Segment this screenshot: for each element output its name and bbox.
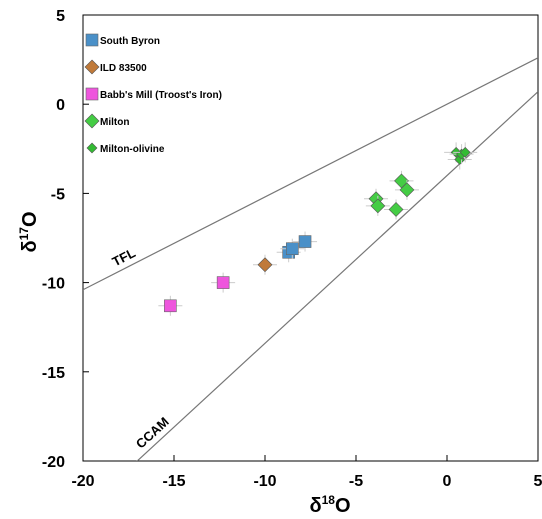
y-tick-label: -5: [51, 186, 65, 203]
legend-marker: [86, 142, 98, 154]
x-axis-label: δ18O: [309, 493, 350, 517]
y-tick-label: -10: [42, 276, 65, 293]
y-tick-label: 0: [56, 97, 65, 114]
x-tick-label: 0: [443, 473, 452, 490]
y-tick-label: -20: [42, 454, 65, 471]
y-tick-label: 5: [56, 8, 65, 25]
reference-line-tfl: [83, 57, 538, 291]
data-points: [158, 142, 478, 316]
legend-marker: [85, 33, 99, 47]
reference-line-label: CCAM: [133, 414, 172, 451]
data-point: [216, 276, 230, 289]
x-tick-label: -5: [349, 473, 363, 490]
legend-marker: [84, 113, 100, 129]
legend-label: ILD 83500: [100, 63, 147, 74]
legend-label: South Byron: [100, 36, 160, 47]
legend-label: Babb's Mill (Troost's Iron): [100, 90, 222, 101]
y-tick-label: -15: [42, 365, 65, 382]
x-tick-label: -10: [253, 473, 276, 490]
plot-frame: [82, 14, 539, 462]
data-point: [370, 198, 386, 214]
data-point: [388, 202, 404, 217]
plot-area: TFL CCAM: [82, 14, 539, 462]
x-tick-label: -20: [71, 473, 94, 490]
data-point: [257, 257, 273, 273]
data-point: [285, 242, 299, 256]
data-point: [399, 182, 415, 198]
x-tick-label: 5: [534, 473, 542, 490]
data-point: [459, 146, 471, 158]
legend-label: Milton-olivine: [100, 144, 165, 155]
legend-label: Milton: [100, 117, 129, 128]
y-axis-label: δ17O: [17, 211, 41, 252]
legend-marker: [84, 59, 100, 75]
x-tick-label: -15: [162, 473, 185, 490]
tick-labels: -20 -15 -10 -5 0 5 5 0 -5 -10 -15 -20: [42, 8, 542, 490]
data-point: [164, 299, 177, 313]
legend-marker: [85, 87, 99, 101]
legend: South Byron ILD 83500 Babb's Mill (Troost'…: [84, 33, 222, 155]
reference-line-label: TFL: [110, 245, 138, 269]
data-point: [298, 235, 312, 248]
